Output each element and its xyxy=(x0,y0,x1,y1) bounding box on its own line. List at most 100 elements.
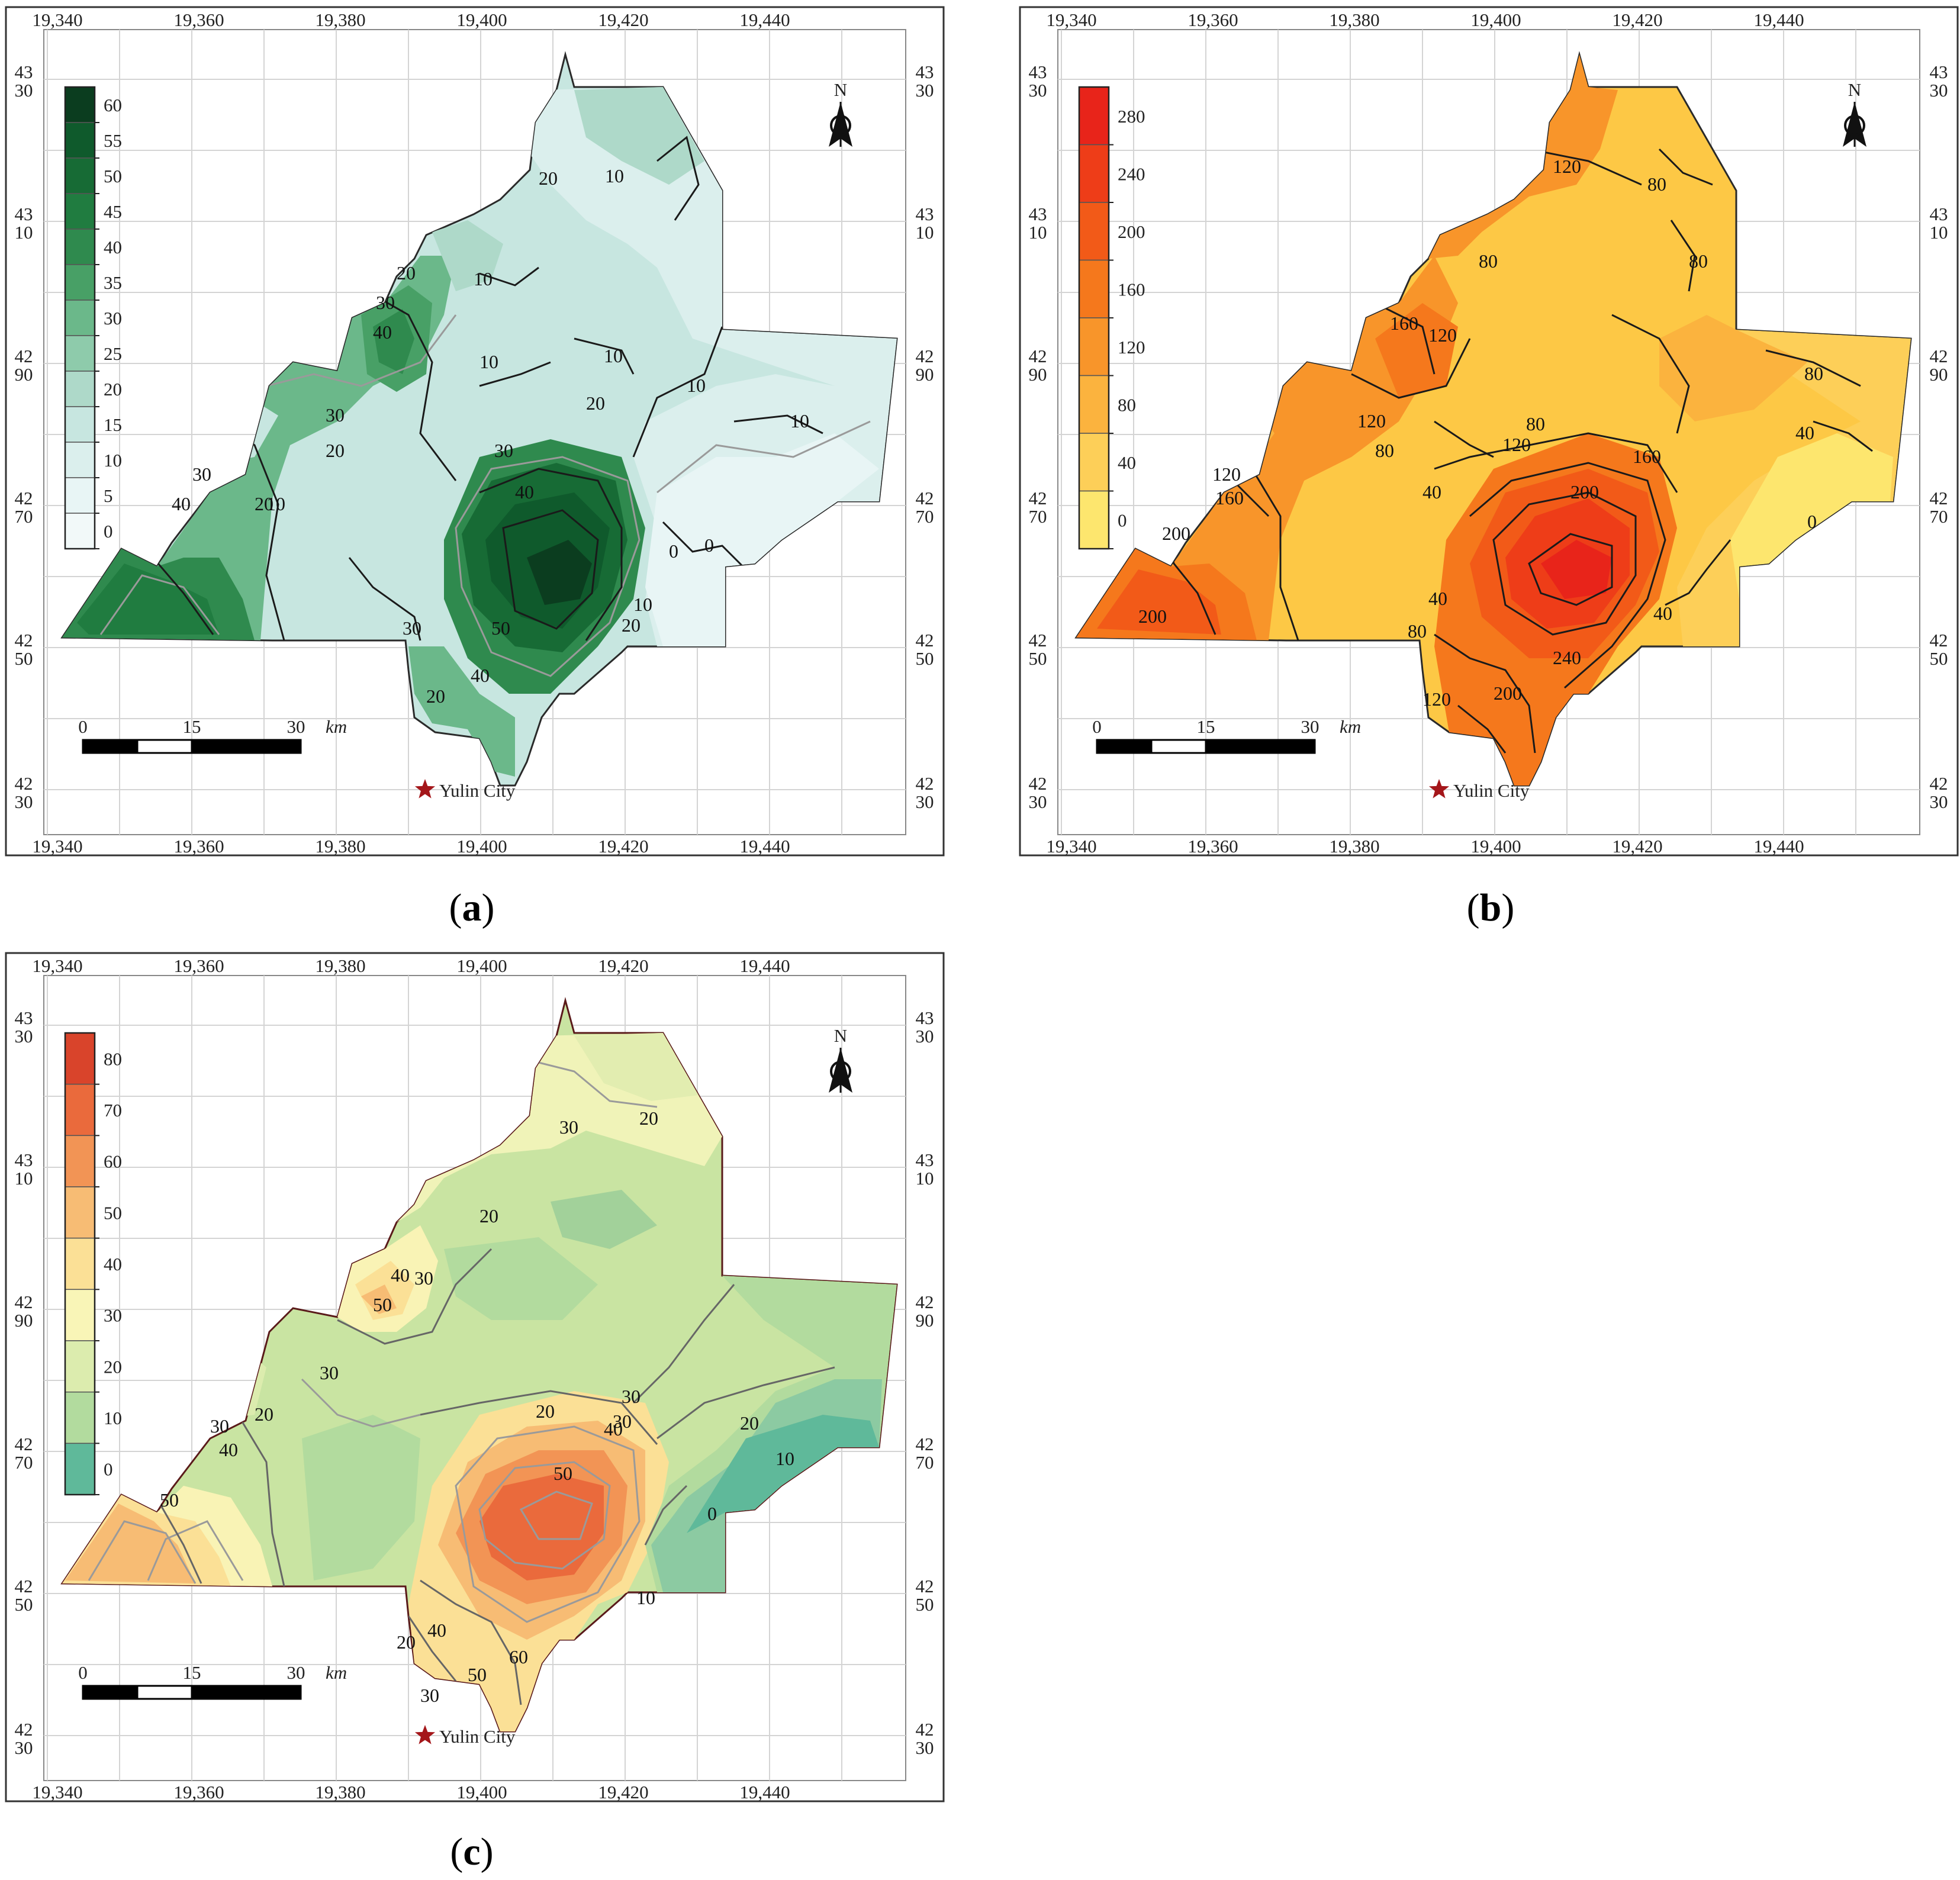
legend-swatch xyxy=(1079,375,1109,434)
y-tick-label: 42 90 xyxy=(916,1292,934,1331)
x-tick-label: 19,360 xyxy=(173,955,224,976)
y-tick-label: 42 30 xyxy=(916,1719,934,1758)
legend-swatch xyxy=(65,1237,95,1290)
y-axis-right: 43 30 43 10 42 90 42 70 42 50 42 30 xyxy=(916,1007,934,1758)
x-tick-label: 19,420 xyxy=(598,955,648,976)
x-tick-label: 19,400 xyxy=(456,955,507,976)
contour-label: 10 xyxy=(604,345,623,366)
contour-label: 10 xyxy=(790,410,809,432)
legend-swatch xyxy=(65,371,95,407)
y-tick-label: 43 30 xyxy=(1029,62,1047,101)
y-axis-right: 43 30 43 10 42 90 42 70 42 50 42 30 xyxy=(916,62,934,812)
contour-label: 10 xyxy=(775,1448,794,1469)
x-tick-label: 19,420 xyxy=(598,836,648,857)
contour-label: 40 xyxy=(604,1418,623,1440)
legend-label: 120 xyxy=(1118,337,1145,358)
y-tick-label: 42 90 xyxy=(1029,346,1047,385)
city-marker: Yulin City xyxy=(1428,779,1530,801)
contour-label: 80 xyxy=(1804,363,1823,384)
legend-label: 25 xyxy=(104,343,122,364)
scale-bar-segment xyxy=(191,739,302,754)
legend-swatch xyxy=(1079,433,1109,492)
scale-bar: 0 15 30 km xyxy=(78,716,347,754)
legend-label: 5 xyxy=(104,485,113,506)
contour-label: 200 xyxy=(1138,606,1167,627)
contour-label: 30 xyxy=(613,1411,632,1432)
legend-label: 30 xyxy=(104,1305,122,1326)
contour-label: 20 xyxy=(622,614,641,636)
x-tick-label: 19,380 xyxy=(315,836,365,857)
contour-label: 0 xyxy=(707,1503,717,1524)
contour-label: 30 xyxy=(376,292,395,313)
y-tick-label: 43 30 xyxy=(1930,62,1948,101)
contour-label: 30 xyxy=(320,1362,339,1383)
legend-swatch xyxy=(65,157,95,194)
contour-label: 40 xyxy=(427,1620,446,1641)
contour-label: 30 xyxy=(414,1267,433,1289)
city-marker: Yulin City xyxy=(414,779,516,801)
contour-label: 50 xyxy=(373,1294,392,1315)
scale-bar-segment xyxy=(82,739,139,754)
scale-bar-segment xyxy=(136,739,193,754)
x-tick-label: 19,380 xyxy=(315,955,365,976)
y-tick-label: 42 70 xyxy=(916,488,934,527)
contour-label: 240 xyxy=(1553,647,1581,668)
x-tick-label: 19,420 xyxy=(598,9,648,30)
x-axis-bottom: 19,340 19,360 19,380 19,400 19,420 19,440 xyxy=(32,1782,790,1802)
y-tick-label: 43 10 xyxy=(1029,204,1047,243)
y-tick-label: 42 70 xyxy=(15,1434,33,1473)
legend-label: 50 xyxy=(104,1202,122,1223)
contour-label: 10 xyxy=(266,493,285,514)
contour-label: 40 xyxy=(172,493,191,514)
y-tick-label: 42 50 xyxy=(1930,630,1948,669)
x-tick-label: 19,360 xyxy=(1187,9,1238,30)
legend-swatch xyxy=(65,406,95,443)
city-star-icon xyxy=(1428,779,1450,799)
city-label: Yulin City xyxy=(1453,780,1530,801)
contour-label: 40 xyxy=(1653,603,1672,624)
contour-label: 20 xyxy=(479,1205,498,1226)
legend-swatch xyxy=(65,442,95,478)
contour-labels: 30 20 20 30 40 50 20 30 30 20 50 30 40 2… xyxy=(160,1108,794,1706)
legend-swatch xyxy=(1079,317,1109,376)
x-tick-label: 19,380 xyxy=(315,9,365,30)
y-tick-label: 42 90 xyxy=(1930,346,1948,385)
contour-label: 50 xyxy=(553,1463,572,1484)
x-tick-label: 19,380 xyxy=(315,1782,365,1802)
legend-swatch xyxy=(65,1186,95,1239)
legend-label: 55 xyxy=(104,130,122,151)
scale-bar-segment xyxy=(1096,739,1153,754)
scale-bar-tick: 15 xyxy=(1197,716,1215,737)
x-tick-label: 19,440 xyxy=(739,955,790,976)
contour-label: 120 xyxy=(1553,156,1581,177)
color-legend: 280 240 200 160 120 80 40 0 xyxy=(1078,86,1145,550)
y-tick-label: 42 70 xyxy=(1029,488,1047,527)
legend-swatch xyxy=(65,193,95,230)
legend-swatch xyxy=(65,228,95,265)
contour-label: 200 xyxy=(1570,481,1599,503)
contour-label: 40 xyxy=(471,665,490,686)
legend-label: 60 xyxy=(104,1151,122,1172)
y-tick-label: 42 30 xyxy=(1029,773,1047,812)
city-label: Yulin City xyxy=(439,1726,516,1747)
scale-bar: 0 15 30 km xyxy=(1092,716,1361,754)
color-legend: 80 70 60 50 40 30 20 10 0 xyxy=(64,1032,122,1496)
y-tick-label: 42 30 xyxy=(15,773,33,812)
panel-label-a: (a) xyxy=(449,886,495,929)
legend-label: 20 xyxy=(104,379,122,400)
y-axis-right: 43 30 43 10 42 90 42 70 42 50 42 30 xyxy=(1930,62,1948,812)
x-tick-label: 19,360 xyxy=(173,836,224,857)
contour-label: 10 xyxy=(605,165,624,186)
scale-bar-tick: 0 xyxy=(78,1662,88,1683)
x-tick-label: 19,340 xyxy=(32,955,82,976)
legend-label: 80 xyxy=(104,1048,122,1069)
panel-label-b: (b) xyxy=(1467,886,1515,929)
y-tick-label: 42 50 xyxy=(916,1576,934,1615)
legend-swatch xyxy=(1079,259,1109,318)
y-tick-label: 42 90 xyxy=(15,1292,33,1331)
contour-label: 20 xyxy=(397,1631,416,1653)
y-tick-label: 42 90 xyxy=(916,346,934,385)
contour-label: 20 xyxy=(326,440,345,461)
y-tick-label: 42 30 xyxy=(1930,773,1948,812)
contour-label: 40 xyxy=(373,321,392,343)
